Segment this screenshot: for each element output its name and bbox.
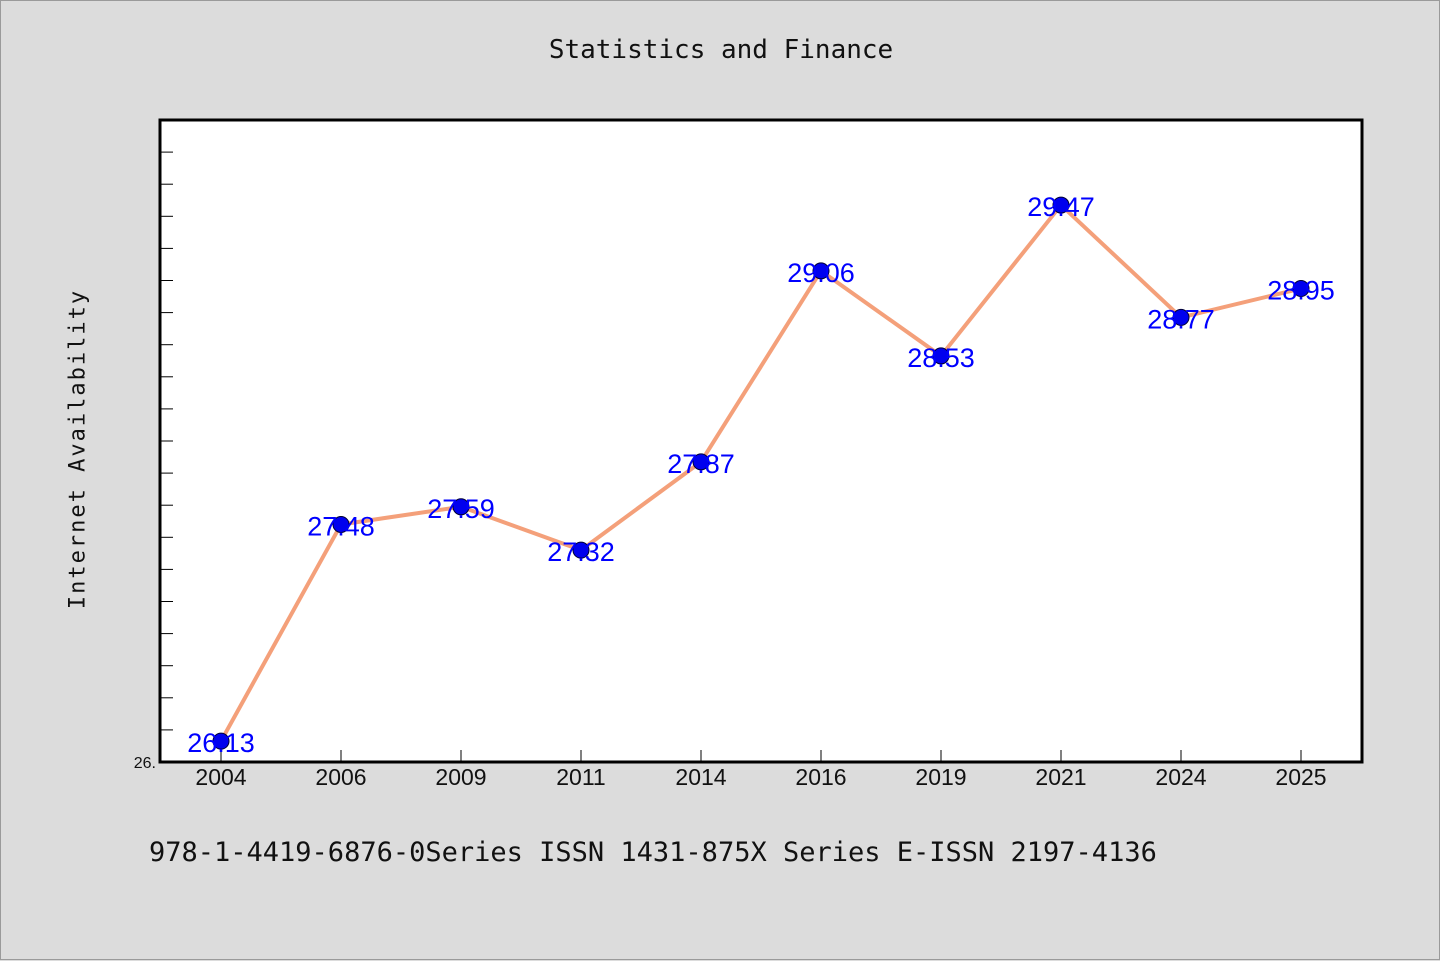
x-tick-label: 2006	[315, 764, 366, 790]
x-axis-ticks	[220, 750, 1302, 762]
data-label: 27.87	[667, 449, 735, 479]
data-label: 26.13	[187, 728, 255, 758]
x-tick-label: 2024	[1155, 764, 1206, 790]
x-tick-label: 2016	[795, 764, 846, 790]
data-point	[1292, 280, 1310, 298]
y-tick-label: 26.	[134, 755, 156, 772]
data-point	[1172, 308, 1190, 326]
data-point	[452, 498, 470, 516]
data-point	[1052, 196, 1070, 214]
data-point	[212, 732, 230, 750]
series-markers	[212, 196, 1310, 750]
data-label: 28.77	[1147, 304, 1215, 334]
x-tick-label: 2004	[195, 764, 246, 790]
data-point	[932, 347, 950, 365]
series-line	[219, 203, 1303, 744]
x-tick-label: 2009	[435, 764, 486, 790]
data-label: 29.47	[1027, 192, 1095, 222]
data-label: 28.53	[907, 343, 975, 373]
data-point	[572, 541, 590, 559]
x-tick-label: 2021	[1035, 764, 1086, 790]
data-label: 28.95	[1267, 276, 1335, 306]
x-axis-tick-labels: 2004 2006 2009 2011 2014 2016 2019 2021 2024 2025	[195, 764, 1326, 790]
data-label: 27.32	[547, 537, 615, 567]
x-tick-label: 2025	[1275, 764, 1326, 790]
data-label: 27.59	[427, 494, 495, 524]
data-point	[692, 453, 710, 471]
chart-title: Statistics and Finance	[548, 35, 894, 65]
x-tick-label: 2011	[556, 764, 605, 790]
data-label: 29.06	[787, 258, 855, 288]
data-label: 27.48	[307, 511, 375, 541]
data-labels: 26.13 27.48 27.59 27.32 27.87 29.06 28.53 29.47…	[187, 192, 1335, 758]
footer-isbn-issn: 978-1-4419-6876-0Series ISSN 1431-875X S…	[149, 837, 1157, 868]
x-tick-label: 2014	[675, 764, 726, 790]
y-axis-ticks	[160, 119, 173, 763]
data-point	[812, 262, 830, 280]
x-tick-label: 2019	[915, 764, 966, 790]
y-axis-tick-labels: 26.	[134, 755, 156, 772]
plot-area	[158, 118, 1364, 764]
data-point	[332, 515, 350, 533]
